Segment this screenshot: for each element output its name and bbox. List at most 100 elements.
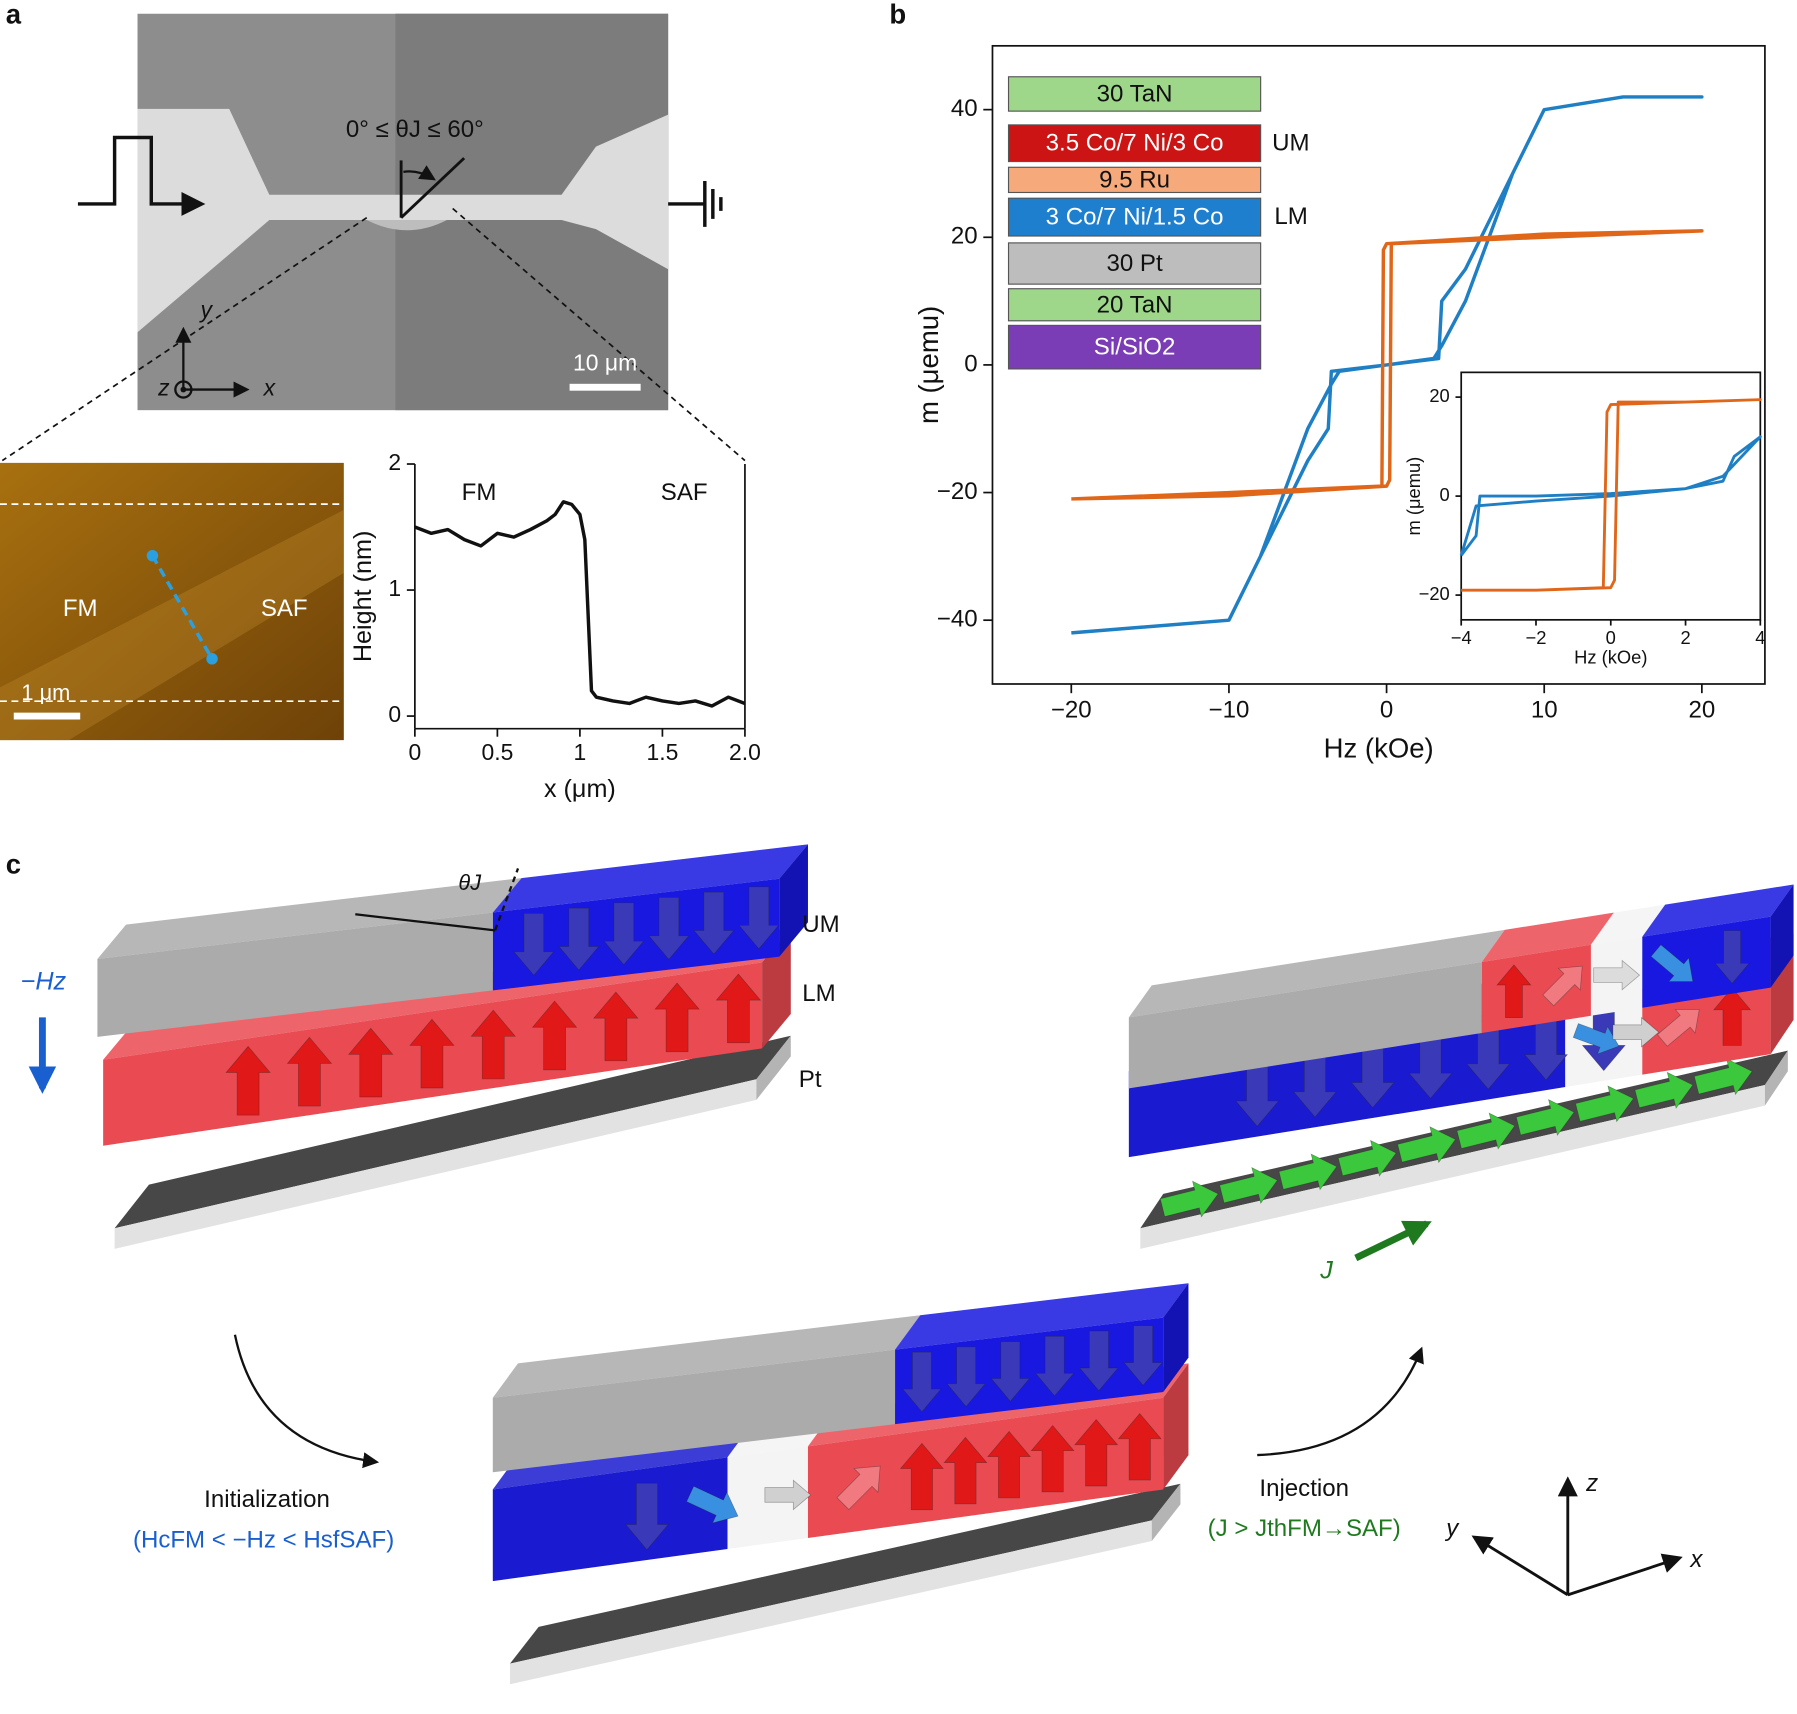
moment-arrow	[1593, 959, 1641, 991]
current-arrow	[1354, 1220, 1432, 1262]
moment-arrow	[836, 1465, 881, 1510]
moment-arrow	[686, 1485, 739, 1524]
moment-arrow	[1337, 1139, 1397, 1177]
angle-line	[355, 913, 496, 932]
step-condition: (HcFM < −Hz < HsfSAF)	[133, 1526, 394, 1553]
layer-top	[114, 1035, 791, 1229]
shade	[1642, 884, 1794, 937]
y-axis-label: Height (nm)	[349, 531, 377, 663]
shade	[1163, 1283, 1189, 1393]
shade	[1151, 1483, 1181, 1541]
y-tick-label: 20	[1429, 385, 1449, 406]
shade	[762, 928, 791, 1049]
x-axis-label: Hz (kOe)	[1324, 733, 1434, 764]
moment-arrow	[513, 913, 555, 976]
shade	[1590, 904, 1666, 945]
y-tick-label: −40	[937, 606, 978, 633]
data-line	[1071, 95, 1704, 635]
moment-arrow	[899, 1442, 944, 1511]
annotation: SAF	[661, 479, 708, 506]
layer-box	[1007, 166, 1262, 194]
layer-box	[1007, 76, 1262, 112]
moment-arrow	[409, 1018, 455, 1089]
layer-front	[807, 1397, 1164, 1539]
layer-front	[1128, 961, 1482, 1089]
moment-arrow	[1278, 1153, 1338, 1191]
step-label: Initialization	[204, 1486, 330, 1513]
step-label: Injection	[1259, 1475, 1349, 1502]
moment-arrow	[990, 1341, 1031, 1402]
layer-label: 3 Co/7 Ni/1.5 Co	[1046, 204, 1224, 231]
moment-arrow	[1117, 1413, 1162, 1481]
axis-z: z	[1585, 1470, 1598, 1497]
axis-z: z	[157, 375, 170, 401]
shade	[779, 844, 808, 957]
x-tick-label: 2	[1680, 627, 1690, 648]
data-line	[414, 500, 746, 708]
theta-label: θJ	[458, 870, 482, 895]
moment-arrow	[715, 973, 762, 1044]
moment-arrow	[1456, 1112, 1516, 1150]
layer-end	[1764, 1050, 1788, 1106]
moment-arrow	[693, 891, 735, 955]
x-tick-label: −10	[1209, 697, 1250, 724]
step-arrow	[1257, 1346, 1424, 1457]
moment-arrow	[1542, 965, 1583, 1007]
layer-front	[97, 912, 493, 1037]
y-tick-label: −20	[937, 478, 978, 505]
shade	[492, 1315, 921, 1398]
x-tick-label: −20	[1051, 697, 1092, 724]
y-tick-label: 0	[1440, 484, 1450, 505]
y-tick-label: 1	[388, 575, 401, 601]
y-axis-label: m (μemu)	[913, 306, 944, 424]
moment-arrow	[1713, 987, 1752, 1046]
x-tick-label: 1	[574, 739, 587, 765]
shade	[97, 878, 522, 959]
moment-arrow	[1575, 1085, 1634, 1123]
moment-arrow	[593, 991, 639, 1062]
layer-end	[1163, 1363, 1189, 1490]
x-tick-label: 4	[1755, 627, 1765, 648]
layer-top	[492, 844, 808, 913]
x-tick-label: −4	[1451, 627, 1472, 648]
moment-arrow	[902, 1351, 942, 1413]
coordinate-axes	[1471, 1476, 1683, 1597]
moment-arrow	[987, 1430, 1032, 1499]
moment-arrow	[738, 886, 780, 950]
moment-arrow	[1496, 964, 1532, 1018]
data-line	[1461, 398, 1762, 592]
moment-arrow	[1634, 1071, 1694, 1109]
moment-arrow	[348, 1027, 394, 1098]
axis-x: x	[263, 375, 277, 401]
layer-tag: UM	[1272, 130, 1309, 157]
layer-end	[1770, 884, 1794, 988]
layer-end	[762, 928, 791, 1049]
layer-label: LM	[802, 980, 835, 1007]
layer-front	[492, 1457, 728, 1582]
shade	[1163, 1363, 1189, 1490]
layer-label: 20 TaN	[1097, 291, 1173, 318]
moment-arrow	[1650, 944, 1694, 982]
panel-letter: a	[6, 0, 22, 29]
layer-top	[1481, 912, 1614, 962]
moment-arrow	[286, 1036, 333, 1107]
layer-top	[895, 1283, 1189, 1350]
scale-bar-label: 10 μm	[573, 349, 637, 375]
shade	[1481, 912, 1614, 962]
layer-end	[1163, 1283, 1189, 1393]
data-line	[1071, 229, 1704, 501]
axis-x: x	[1689, 1546, 1703, 1573]
shade	[756, 1035, 791, 1100]
moment-arrow	[1693, 1058, 1753, 1096]
moment-arrow	[1656, 1009, 1700, 1047]
layer-end	[1151, 1483, 1181, 1541]
shade	[1764, 1050, 1788, 1106]
moment-arrow	[1612, 1016, 1660, 1048]
moment-arrow	[1159, 1180, 1219, 1218]
axis-y: y	[199, 297, 214, 323]
layer-box	[1007, 324, 1262, 370]
afm-label: FM	[63, 595, 98, 622]
axis-y: y	[1444, 1515, 1460, 1542]
layer-label: 3.5 Co/7 Ni/3 Co	[1046, 130, 1224, 157]
afm-label: SAF	[261, 595, 308, 622]
